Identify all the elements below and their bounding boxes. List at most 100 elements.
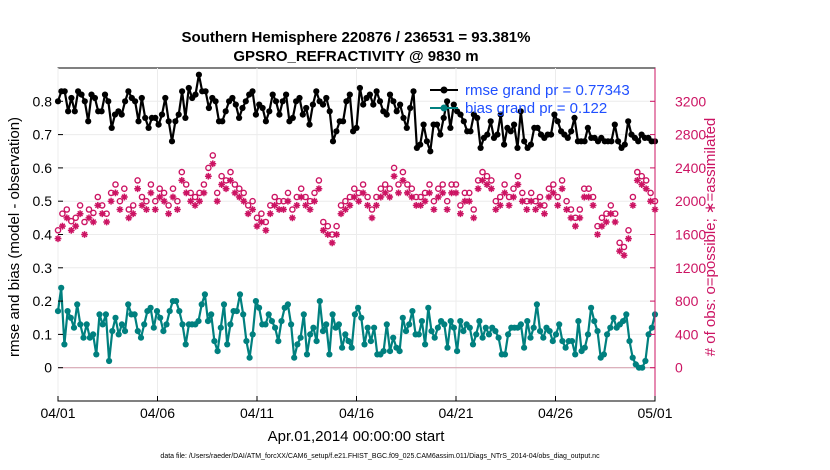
bias-point-75 [294,341,301,348]
rmse-point-30 [155,121,162,128]
x-tick-label-5: 04/26 [538,405,573,421]
possible-point-16 [125,206,133,213]
bias-point-24 [131,311,138,318]
assimilated-point-44 [249,206,256,213]
bias-point-57 [236,291,244,298]
assimilated-point-10 [98,210,106,218]
assimilated-point-41 [235,193,243,201]
possible-point-13 [112,181,119,188]
rmse-point-36 [175,111,182,118]
bias-point-152 [540,334,547,341]
possible-point-63 [333,222,340,230]
assimilated-point-95 [474,185,482,193]
assimilated-point-55 [297,193,305,201]
possible-point-133 [642,177,650,184]
bias-point-69 [275,338,282,345]
assimilated-point-70 [364,201,371,209]
possible-point-128 [620,243,628,251]
rmse-point-7 [78,91,85,98]
assimilated-point-86 [434,193,442,201]
assimilated-point-88 [443,206,451,213]
assimilated-point-120 [585,193,593,201]
rmse-point-23 [132,98,139,105]
bias-point-56 [233,308,240,315]
assimilated-point-112 [549,189,557,197]
assimilated-point-96 [479,176,486,184]
bias-point-19 [115,331,122,338]
legend-bias-marker [440,104,448,112]
assimilated-point-62 [328,239,336,247]
bias-point-111 [409,308,416,315]
bias-point-117 [428,328,435,335]
bias-point-15 [102,311,109,318]
possible-point-18 [134,177,141,184]
possible-point-94 [470,206,478,213]
legend-rmse-label: rmse grand pr = 0.77343 [465,82,630,99]
bias-point-16 [106,357,113,365]
chart-title-line-2: GPSRO_REFRACTIVITY @ 9830 m [233,48,478,65]
bias-point-104 [386,348,394,355]
rmse-point-170 [625,118,632,125]
rmse-point-21 [125,88,132,95]
rmse-point-143 [534,124,541,131]
assimilated-point-33 [200,189,208,197]
possible-point-61 [324,222,332,230]
bias-point-167 [588,304,595,311]
rmse-point-109 [420,121,427,128]
possible-point-29 [182,181,190,188]
bias-point-131 [473,331,480,338]
assimilated-point-114 [558,185,566,193]
bias-point-51 [217,324,224,331]
rmse-point-32 [162,94,169,102]
bias-point-76 [297,334,304,341]
bias-point-134 [482,324,489,331]
bias-point-63 [256,304,263,311]
right-axis-label: # of obs: o=possible; ∗=assimilated [702,118,719,357]
bias-point-110 [406,321,413,328]
possible-point-33 [200,181,208,188]
rmse-point-64 [269,91,276,98]
possible-point-131 [634,168,641,176]
assimilated-point-66 [346,201,354,209]
rmse-point-149 [554,118,561,125]
x-tick-label-6: 05/01 [637,405,672,421]
assimilated-point-5 [76,210,84,218]
bias-point-150 [533,301,541,308]
assimilated-point-90 [452,189,460,197]
bias-point-151 [537,328,544,335]
assimilated-point-42 [240,197,248,205]
assimilated-point-13 [112,189,119,197]
assimilated-point-35 [209,160,217,168]
assimilated-point-19 [138,201,146,209]
possible-point-35 [209,152,217,159]
rmse-point-94 [370,101,377,108]
possible-point-88 [443,197,451,205]
assimilated-point-56 [302,201,310,209]
bias-point-96 [361,341,368,348]
rmse-point-49 [219,118,226,125]
assimilated-point-43 [244,210,252,218]
assimilated-point-49 [271,201,279,209]
left-tick-label-0: 0 [44,360,52,376]
assimilated-point-122 [594,231,601,238]
rmse-point-120 [457,111,464,118]
bias-point-141 [505,331,512,338]
possible-point-43 [244,202,252,209]
bias-point-185 [645,331,652,338]
assimilated-point-77 [395,189,402,197]
right-tick-label-1: 400 [675,326,699,342]
possible-point-64 [337,202,345,209]
possible-point-14 [116,197,124,205]
rmse-point-125 [474,114,481,121]
possible-point-69 [359,181,367,188]
assimilated-point-63 [333,231,340,238]
possible-point-115 [563,197,570,205]
assimilated-point-8 [89,218,97,226]
bias-point-148 [527,334,534,341]
bias-point-25 [134,328,141,335]
possible-point-17 [129,202,137,209]
possible-point-60 [319,218,327,226]
rmse-point-167 [615,138,622,145]
bias-point-140 [501,351,509,358]
rmse-point-147 [547,131,555,138]
